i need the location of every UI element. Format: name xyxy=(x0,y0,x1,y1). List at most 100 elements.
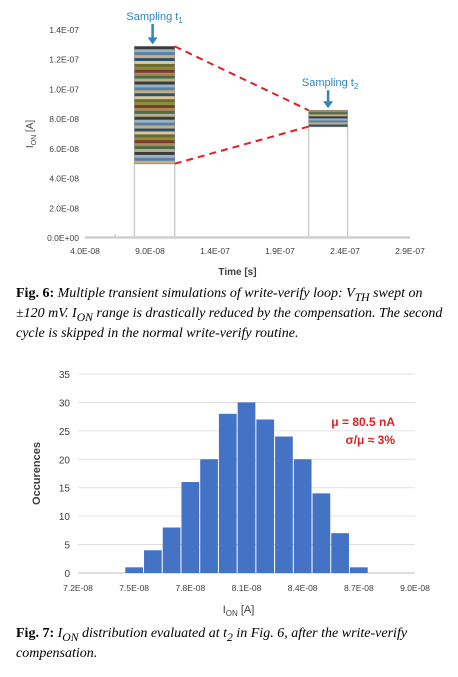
transient-band xyxy=(308,124,348,127)
x-tick-label: 7.2E-08 xyxy=(63,583,93,593)
y-axis-label: Occurences xyxy=(31,442,43,505)
fig7-caption-text: ION distribution evaluated at t2 in Fig.… xyxy=(16,626,408,661)
x-tick-label: 1.4E-07 xyxy=(200,246,230,256)
transient-band xyxy=(134,81,175,85)
histogram-bar xyxy=(331,533,349,573)
histogram-bar xyxy=(275,436,293,573)
y-tick-label: 25 xyxy=(59,427,71,438)
transient-band xyxy=(134,84,175,88)
y-tick-label: 1.4E-07 xyxy=(49,25,79,35)
fig6-caption: Fig. 6: Multiple transient simulations o… xyxy=(16,286,444,342)
transient-band xyxy=(308,114,348,117)
y-tick-label: 2.0E-08 xyxy=(49,203,79,213)
transient-band xyxy=(134,146,175,150)
pulse-trace-outline xyxy=(307,125,349,239)
y-tick-label: 1.2E-07 xyxy=(49,55,79,65)
transient-band xyxy=(308,112,348,115)
transient-band xyxy=(134,105,175,109)
transient-band xyxy=(134,87,175,91)
sampling-annotation: Sampling t1 xyxy=(126,11,183,25)
x-tick-label: 9.0E-08 xyxy=(400,583,430,593)
y-tick-label: 0.0E+00 xyxy=(47,233,79,243)
transient-band xyxy=(134,157,175,162)
transient-band xyxy=(134,110,175,115)
transient-band xyxy=(134,93,175,97)
transient-band xyxy=(134,69,175,74)
fig7-caption-label: Fig. 7: xyxy=(16,626,55,641)
transient-band xyxy=(134,102,175,106)
transient-band xyxy=(134,131,175,135)
transient-band xyxy=(134,66,175,71)
histogram-bar xyxy=(293,459,312,573)
transient-band xyxy=(134,151,175,156)
fig6-caption-text: Multiple transient simulations of write-… xyxy=(16,286,443,341)
x-tick-label: 4.0E-08 xyxy=(70,246,100,256)
transient-band xyxy=(134,134,175,138)
x-tick-label: 8.1E-08 xyxy=(232,583,262,593)
transient-band xyxy=(134,116,175,120)
histogram-bar xyxy=(312,493,331,573)
transient-band xyxy=(134,143,175,147)
x-tick-label: 9.0E-08 xyxy=(135,246,165,256)
stat-annotation: μ = 80.5 nA xyxy=(331,415,395,429)
transient-band xyxy=(308,116,348,119)
y-tick-label: 4.0E-08 xyxy=(49,174,79,184)
transient-band xyxy=(134,52,175,56)
y-tick-label: 8.0E-08 xyxy=(49,114,79,124)
x-tick-label: 1.9E-07 xyxy=(265,246,295,256)
histogram-bar xyxy=(125,567,144,573)
range-connector-upper xyxy=(174,45,310,112)
transient-band xyxy=(134,55,175,59)
transient-band xyxy=(134,160,175,165)
y-tick-label: 6.0E-08 xyxy=(49,144,79,154)
transient-band xyxy=(308,110,348,113)
transient-band xyxy=(134,72,175,76)
transient-band xyxy=(134,154,175,159)
transient-band xyxy=(134,149,175,153)
transient-band xyxy=(134,119,175,123)
histogram-bar xyxy=(218,413,237,573)
transient-band xyxy=(134,107,175,112)
y-tick-label: 30 xyxy=(59,398,71,409)
x-tick-label: 8.7E-08 xyxy=(344,583,374,593)
pulse-trace-outline xyxy=(133,162,176,239)
pulse-band-outline xyxy=(308,109,348,127)
fig7-caption: Fig. 7: ION distribution evaluated at t2… xyxy=(16,626,444,662)
histogram-bar xyxy=(144,550,162,573)
transient-band xyxy=(134,140,175,144)
transient-band xyxy=(134,61,175,65)
transient-band xyxy=(308,122,348,125)
fig7-chart: 0 5 10 15 20 25 30 35 7.2E-08 7.5E-08 7.8E-08 8.1E-… xyxy=(31,370,430,618)
fig6-caption-label: Fig. 6: xyxy=(16,286,55,301)
transient-band xyxy=(308,120,348,123)
y-tick-label: 35 xyxy=(59,370,71,381)
x-tick-label: 2.4E-07 xyxy=(330,246,360,256)
x-axis-label: ION [A] xyxy=(223,604,255,618)
transient-band xyxy=(134,90,175,94)
x-tick-label: 7.5E-08 xyxy=(119,583,149,593)
transient-band xyxy=(308,118,348,121)
transient-band xyxy=(134,122,175,126)
x-tick-label: 2.9E-07 xyxy=(395,246,425,256)
histogram-bar xyxy=(162,527,181,573)
transient-band xyxy=(134,99,175,103)
y-tick-label: 5 xyxy=(64,541,70,552)
y-tick-label: 20 xyxy=(59,455,71,466)
range-connector-lower xyxy=(174,125,309,165)
y-axis-label: ION [A] xyxy=(25,120,38,149)
y-tick-label: 0 xyxy=(64,569,70,580)
transient-band xyxy=(134,63,175,68)
sampling-arrow-head xyxy=(323,101,334,109)
histogram-bar xyxy=(237,402,256,573)
transient-band xyxy=(134,137,175,141)
transient-band xyxy=(134,58,175,62)
x-axis-label: Time [s] xyxy=(218,267,256,278)
transient-band xyxy=(134,78,175,82)
y-tick-label: 15 xyxy=(59,484,71,495)
sampling-arrow-head xyxy=(147,37,158,45)
transient-band xyxy=(134,125,175,129)
transient-band xyxy=(134,49,175,53)
y-tick-label: 1.0E-07 xyxy=(49,84,79,94)
pulse-band-outline xyxy=(134,46,175,164)
stat-annotation: σ/μ ≈ 3% xyxy=(346,433,396,447)
